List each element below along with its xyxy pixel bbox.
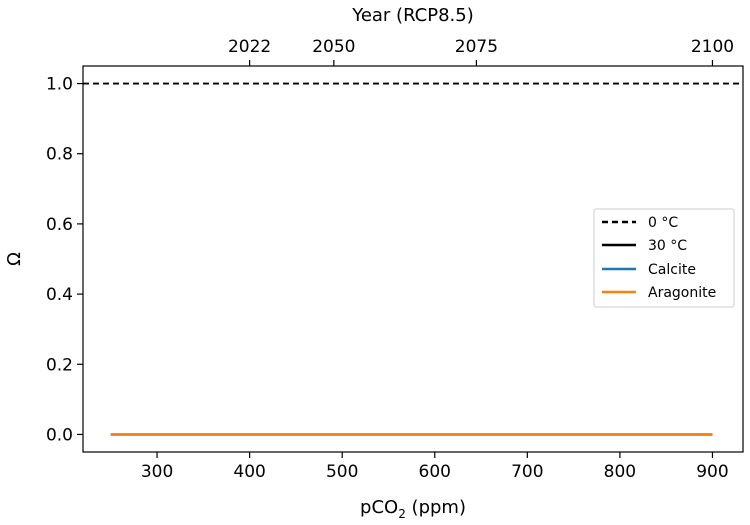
x-tick-label-800: 800 bbox=[604, 462, 636, 482]
legend-label-1: 30 °C bbox=[648, 238, 687, 254]
legend-label-2: Calcite bbox=[648, 262, 696, 278]
legend-frame bbox=[593, 208, 735, 308]
top-axis-label: Year (RCP8.5) bbox=[351, 5, 474, 26]
top-tick-label-2075: 2075 bbox=[455, 37, 498, 57]
y-tick-label-0.6: 0.6 bbox=[46, 215, 73, 235]
y-tick-label-1.0: 1.0 bbox=[46, 75, 73, 95]
y-axis-label: Ω bbox=[4, 252, 25, 266]
y-tick-label-0.4: 0.4 bbox=[46, 285, 73, 305]
y-tick-label-0.2: 0.2 bbox=[46, 355, 73, 375]
plot-area-frame bbox=[82, 65, 744, 453]
top-tick-label-2100: 2100 bbox=[691, 37, 734, 57]
legend-label-0: 0 °C bbox=[648, 215, 678, 231]
top-tick-label-2050: 2050 bbox=[312, 37, 355, 57]
y-tick-label-0.8: 0.8 bbox=[46, 145, 73, 165]
x-tick-label-400: 400 bbox=[233, 462, 265, 482]
top-tick-label-2022: 2022 bbox=[228, 37, 271, 57]
x-tick-label-700: 700 bbox=[511, 462, 543, 482]
x-tick-label-900: 900 bbox=[696, 462, 728, 482]
x-axis-label: pCO2 (ppm) bbox=[360, 497, 466, 521]
x-tick-label-300: 300 bbox=[141, 462, 173, 482]
legend: 0 °C 30 °C Calcite Aragonite bbox=[593, 208, 735, 308]
y-tick-label-0.0: 0.0 bbox=[46, 425, 73, 445]
legend-label-3: Aragonite bbox=[648, 285, 716, 301]
x-tick-label-600: 600 bbox=[419, 462, 451, 482]
x-tick-label-500: 500 bbox=[326, 462, 358, 482]
